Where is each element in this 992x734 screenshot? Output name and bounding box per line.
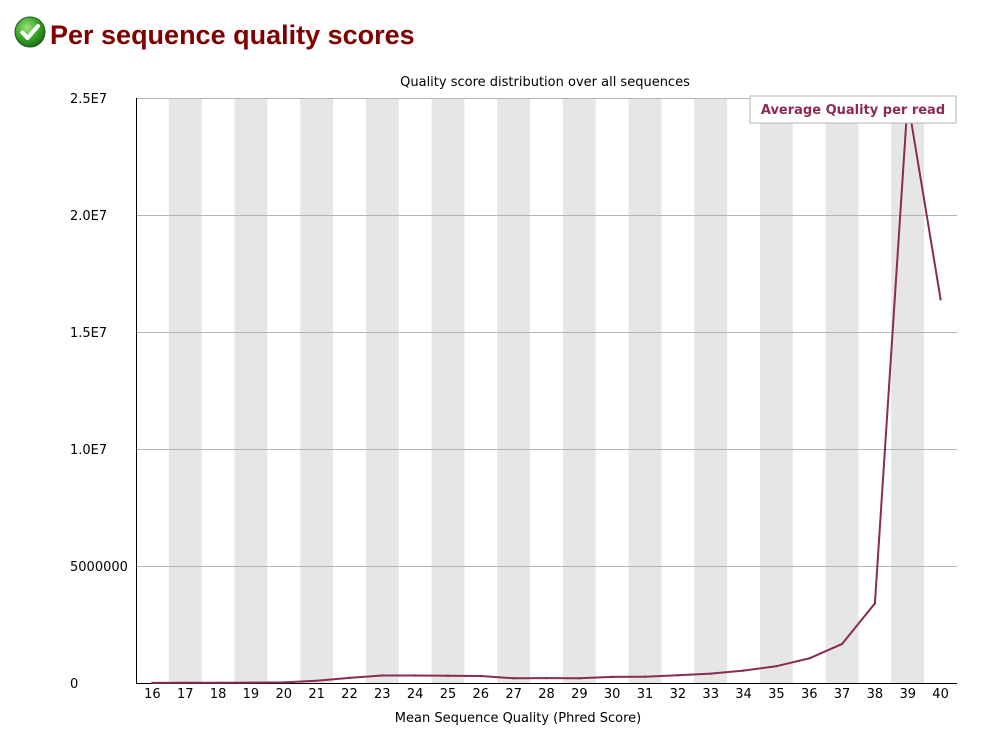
data-point [742, 669, 745, 672]
shade-band [825, 98, 859, 683]
x-axis-label: Mean Sequence Quality (Phred Score) [395, 711, 641, 726]
shade-band [431, 98, 465, 683]
x-tick-label: 39 [899, 687, 916, 702]
shade-band [759, 98, 793, 683]
data-point [381, 674, 384, 677]
x-tick-label: 25 [440, 687, 457, 702]
x-axis-ticks: 16 17 18 19 20 21 22 23 24 25 26 27 28 29 30 31 32 33 34 35… [144, 687, 949, 702]
shade-band [234, 98, 268, 683]
x-tick-label: 33 [702, 687, 719, 702]
x-tick-label: 23 [374, 687, 391, 702]
shade-band [300, 98, 334, 683]
data-point [840, 642, 844, 646]
x-tick-label: 37 [834, 687, 851, 702]
data-point [610, 675, 614, 679]
x-tick-label: 24 [407, 687, 424, 702]
x-tick-label: 29 [571, 687, 588, 702]
chart-title: Quality score distribution over all sequ… [400, 75, 690, 90]
y-tick-label: 5000000 [70, 560, 128, 575]
y-tick-label: 0 [70, 677, 78, 692]
module-header: Per sequence quality scores [14, 12, 415, 52]
y-tick-label: 2.5E7 [70, 92, 107, 107]
shade-band [497, 98, 531, 683]
shade-band [168, 98, 202, 683]
legend: Average Quality per read [749, 95, 957, 124]
y-tick-label: 2.0E7 [70, 209, 107, 224]
data-point [643, 675, 647, 678]
data-point [676, 674, 680, 677]
data-point [413, 674, 417, 677]
data-point [249, 681, 253, 684]
series-lines [151, 99, 942, 685]
x-tick-label: 26 [473, 687, 490, 702]
axes [136, 98, 957, 684]
data-point [775, 664, 778, 668]
x-tick-label: 19 [243, 687, 260, 702]
data-point [348, 676, 351, 680]
x-tick-label: 17 [177, 687, 194, 702]
x-tick-label: 27 [505, 687, 522, 702]
x-tick-label: 38 [867, 687, 884, 702]
data-point [315, 679, 318, 682]
data-point [873, 602, 877, 605]
data-point [808, 657, 811, 660]
x-tick-label: 31 [637, 687, 654, 702]
data-point [282, 681, 285, 684]
shade-band [365, 98, 399, 683]
x-tick-label: 32 [670, 687, 687, 702]
data-point [446, 674, 450, 677]
legend-box [749, 95, 957, 124]
data-point [479, 674, 483, 678]
data-point [216, 681, 220, 684]
x-tick-label: 35 [768, 687, 785, 702]
pass-check-icon [14, 16, 46, 48]
shade-band [891, 98, 925, 683]
series-line [152, 99, 942, 684]
x-tick-label: 22 [341, 687, 358, 702]
data-point [709, 672, 712, 675]
data-point [545, 676, 548, 680]
y-axis-ticks: 0 5000000 1.0E7 1.5E7 2.0E7 2.5E7 [70, 92, 128, 692]
x-tick-label: 30 [604, 687, 621, 702]
x-tick-label: 34 [735, 687, 752, 702]
shade-band [628, 98, 662, 683]
y-tick-label: 1.5E7 [70, 326, 107, 341]
shade-band [562, 98, 596, 683]
y-tick-label: 1.0E7 [70, 443, 107, 458]
data-point [578, 677, 581, 680]
x-tick-label: 16 [144, 687, 161, 702]
data-point [151, 681, 154, 685]
data-point [939, 298, 942, 301]
page-title: Per sequence quality scores [50, 19, 415, 50]
column-shading [168, 98, 925, 683]
x-tick-label: 20 [276, 687, 293, 702]
shade-band [694, 98, 728, 683]
x-tick-label: 18 [210, 687, 227, 702]
x-tick-label: 28 [538, 687, 555, 702]
data-point [512, 677, 515, 680]
legend-entry: Average Quality per read [761, 103, 945, 118]
x-tick-label: 36 [801, 687, 818, 702]
x-tick-label: 40 [932, 687, 949, 702]
data-point [184, 681, 187, 685]
x-tick-label: 21 [308, 687, 325, 702]
